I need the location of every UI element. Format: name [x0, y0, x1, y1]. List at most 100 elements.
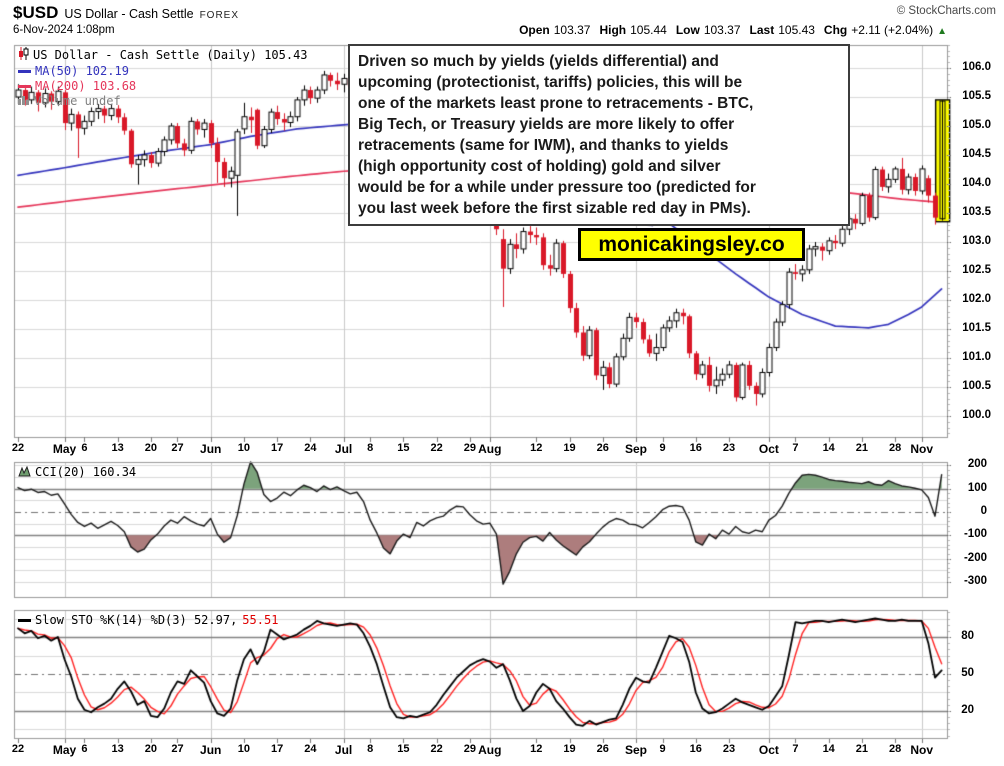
x-tick-label: 7	[792, 743, 799, 755]
quote-label: Open	[519, 23, 550, 37]
cci-y-axis-labels: 200 100 0 -100 -200 -300	[948, 0, 987, 620]
x-tick-label: 12	[530, 442, 543, 454]
x-tick-label: 6	[81, 442, 88, 454]
area-chart-icon	[18, 465, 31, 480]
x-tick-label: 9	[659, 743, 666, 755]
legend-ma200-row: MA(200) 103.68	[18, 79, 308, 94]
x-tick-label: 24	[304, 442, 317, 454]
cci-panel-legend: CCI(20) 160.34	[18, 465, 136, 480]
x-tick-label: 20	[144, 442, 158, 454]
y-tick-label: 100.0	[962, 409, 991, 421]
x-tick-label: 12	[530, 743, 543, 755]
x-tick-label: 22	[430, 442, 443, 454]
y-tick-label: -200	[963, 551, 987, 564]
main-chart-legend: US Dollar - Cash Settle (Daily) 105.43 M…	[18, 47, 308, 109]
legend-title-row: US Dollar - Cash Settle (Daily) 105.43	[18, 47, 308, 64]
x-tick-label: 22	[11, 442, 25, 454]
up-triangle-icon: ▲	[937, 26, 947, 37]
title-row: $USD US Dollar - Cash Settle FOREX	[13, 3, 239, 23]
x-tick-label: 27	[171, 743, 184, 755]
quote-label: Low	[675, 23, 700, 37]
x-tick-label: Jul	[334, 442, 353, 456]
x-tick-label: Jul	[334, 743, 353, 757]
x-tick-label: Nov	[910, 442, 934, 456]
x-tick-label: 14	[822, 442, 835, 454]
quote-label: Chg	[823, 23, 848, 37]
y-tick-label: 103.0	[962, 235, 991, 247]
main-legend-title: US Dollar - Cash Settle (Daily) 105.43	[33, 48, 308, 62]
x-tick-label: Aug	[478, 743, 502, 757]
x-tick-label: Jun	[200, 743, 222, 757]
annotation-note-text: Driven so much by yields (yields differe…	[358, 51, 840, 219]
x-tick-label: 23	[722, 743, 736, 755]
sto-d-value: 55.51	[242, 613, 279, 627]
note-line: upcoming (protectionist, tariffs) polici…	[358, 74, 743, 91]
note-line: Driven so much by yields (yields differe…	[358, 53, 719, 70]
y-tick-label: 200	[967, 458, 987, 471]
sto-line-icon	[18, 619, 31, 622]
annotation-note-box: Driven so much by yields (yields differe…	[348, 44, 850, 226]
y-tick-label: 80	[961, 630, 974, 642]
ma200-line-icon	[18, 85, 31, 88]
y-tick-label: 102.0	[962, 293, 991, 305]
y-tick-label: 105.5	[962, 90, 991, 102]
x-tick-label: May	[52, 743, 77, 757]
x-tick-label: Aug	[478, 442, 502, 456]
quote-label: High	[599, 23, 627, 37]
y-tick-label: 50	[961, 667, 974, 679]
x-tick-label: 17	[271, 442, 284, 454]
x-tick-label: 13	[111, 743, 124, 755]
ma50-legend: MA(50) 102.19	[35, 64, 129, 78]
x-tick-label: 15	[397, 743, 410, 755]
x-tick-label: 19	[563, 743, 576, 755]
note-line: Big Tech, or Treasury yields are more li…	[358, 116, 735, 133]
x-tick-label: 8	[367, 743, 374, 755]
x-tick-label: 21	[855, 442, 869, 454]
sto-panel-legend: Slow STO %K(14) %D(3) 52.97, 55.51	[18, 613, 278, 627]
note-line: would be for a while under pressure too …	[358, 179, 756, 196]
x-tick-label: 20	[144, 743, 158, 755]
x-tick-label: 29	[463, 442, 476, 454]
quote-value: 105.43	[778, 23, 815, 37]
x-tick-label: 28	[889, 442, 902, 454]
x-tick-label: Jun	[200, 442, 222, 456]
x-tick-label: 23	[722, 442, 736, 454]
quote-value: 105.44	[630, 23, 667, 37]
x-tick-label: Oct	[758, 743, 779, 757]
y-tick-label: 104.5	[962, 148, 991, 160]
x-tick-label: 8	[367, 442, 374, 454]
security-name: US Dollar - Cash Settle	[64, 7, 194, 21]
sto-y-axis-labels: 80 50 20	[948, 0, 974, 766]
watermark-badge: monicakingsley.co	[578, 228, 805, 261]
quote-value: 103.37	[553, 23, 591, 37]
x-tick-label: Sep	[624, 442, 647, 456]
legend-volume-row: Volume undef	[18, 94, 308, 109]
ma50-line-icon	[18, 70, 31, 73]
y-tick-label: 100	[967, 481, 987, 494]
y-tick-label: 105.0	[962, 119, 991, 131]
y-tick-label: 101.5	[962, 322, 991, 334]
y-tick-label: 101.0	[962, 351, 991, 363]
chart-datetime: 6-Nov-2024 1:08pm	[13, 24, 115, 36]
ticker-symbol: $USD	[13, 3, 59, 22]
x-tick-label: 26	[596, 442, 609, 454]
x-tick-label: 29	[463, 743, 476, 755]
legend-ma50-row: MA(50) 102.19	[18, 64, 308, 79]
y-tick-label: 103.5	[962, 206, 991, 218]
x-tick-label: 10	[237, 442, 251, 454]
x-tick-label: Oct	[758, 442, 779, 456]
x-tick-label: 22	[430, 743, 443, 755]
volume-legend: Volume undef	[34, 94, 121, 108]
volume-bars-icon	[18, 94, 30, 109]
y-tick-label: 102.5	[962, 264, 991, 276]
note-line: you last week before the first sizable r…	[358, 200, 751, 217]
ma200-legend: MA(200) 103.68	[35, 79, 137, 93]
x-tick-label: 24	[304, 743, 317, 755]
x-tick-label: 22	[11, 743, 25, 755]
x-axis-labels-bottom: 22 May 6 13 20 27 Jun 10 17 24 Jul 8 15 22 29 Aug 12 19 26…	[0, 743, 1004, 759]
x-tick-label: 13	[111, 442, 124, 454]
y-tick-label: 20	[961, 703, 974, 716]
x-tick-label: 27	[171, 442, 184, 454]
y-tick-label: 104.0	[962, 177, 991, 189]
